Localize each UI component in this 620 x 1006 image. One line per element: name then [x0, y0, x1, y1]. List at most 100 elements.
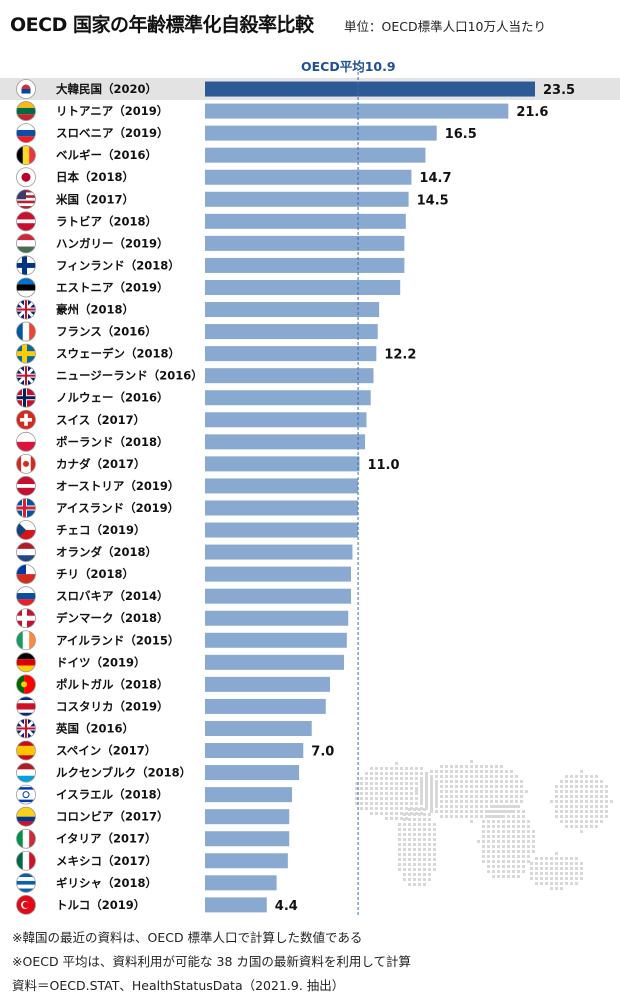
bar: [205, 456, 360, 472]
footnote-korea: ※韓国の最近の資料は、OECD 標準人口で計算した数値である: [12, 930, 363, 945]
flag-outline: [16, 784, 36, 805]
flag-sweden-icon: [16, 344, 36, 364]
flag-outline: [16, 564, 36, 585]
footnote-average: ※OECD 平均は、資料利用が可能な 38 カ国の最新資料を利用して計算: [12, 954, 412, 969]
bar: [205, 235, 405, 251]
category-label: チェコ（2019）: [56, 523, 146, 537]
category-label: 日本（2018）: [56, 170, 134, 184]
footnotes: ※韓国の最近の資料は、OECD 標準人口で計算した数値である ※OECD 平均は…: [12, 926, 612, 998]
flag-australia-icon: [16, 300, 36, 320]
category-label: メキシコ（2017）: [56, 854, 157, 868]
flag-outline: [16, 498, 36, 518]
bar: [205, 566, 352, 582]
flag-south-korea-icon: [16, 79, 36, 99]
category-label: 英国（2016）: [55, 721, 134, 735]
flag-outline: [16, 277, 36, 298]
flag-usa-icon: [16, 189, 36, 209]
flag-outline: [16, 828, 36, 849]
flag-latvia-icon: [16, 211, 36, 231]
category-label: デンマーク（2018）: [56, 611, 169, 625]
flag-turkey-icon: [16, 895, 36, 915]
data-label: 14.7: [419, 171, 451, 186]
flag-outline: [16, 520, 36, 540]
flag-ireland-icon: [16, 630, 36, 650]
flag-outline: [16, 542, 36, 562]
flag-norway-icon: [16, 388, 36, 408]
flag-outline: [16, 321, 36, 342]
bar: [205, 103, 509, 119]
flag-colombia-icon: [16, 807, 36, 827]
category-label: 大韓民国（2020）: [56, 82, 157, 96]
flag-outline: [16, 409, 36, 430]
bar: [205, 125, 437, 141]
flag-uk-icon: [16, 718, 36, 738]
bar: [205, 853, 288, 869]
flag-outline: [16, 850, 36, 871]
data-label: 7.0: [311, 745, 334, 760]
bar: [205, 500, 359, 516]
bar: [205, 390, 371, 406]
flag-outline: [16, 343, 36, 364]
category-label: カナダ（2017）: [56, 457, 146, 471]
flag-hungary-icon: [16, 233, 36, 253]
flag-portugal-icon: [16, 674, 36, 694]
flag-outline: [16, 608, 36, 629]
flag-outline: [16, 718, 36, 739]
flag-outline: [16, 387, 36, 408]
category-label: 米国（2017）: [55, 192, 134, 206]
flag-outline: [16, 101, 36, 121]
flag-germany-icon: [16, 652, 36, 672]
bar: [205, 522, 359, 538]
flag-austria-icon: [16, 476, 36, 496]
flag-outline: [16, 189, 36, 210]
flag-chile-icon: [16, 564, 36, 584]
flag-outline: [16, 233, 36, 254]
category-label: エストニア（2019）: [56, 280, 169, 294]
category-label: トルコ（2019）: [56, 898, 145, 912]
flag-new-zealand-icon: [16, 366, 36, 386]
bar: [205, 743, 304, 759]
bar: [205, 147, 426, 163]
flag-outline: [16, 167, 36, 188]
source-note: 資料＝OECD.STAT、HealthStatusData（2021.9. 抽出…: [12, 978, 345, 993]
category-label: フィンランド（2018）: [56, 258, 180, 272]
bar: [205, 81, 535, 97]
category-label: ベルギー（2016）: [56, 148, 157, 162]
category-label: オランダ（2018）: [56, 545, 157, 559]
bar: [205, 588, 352, 604]
category-label: ニュージーランド（2016）: [56, 369, 203, 383]
bar: [205, 698, 326, 714]
flag-japan-icon: [16, 167, 36, 187]
flag-outline: [16, 145, 36, 166]
bar: [205, 478, 359, 494]
category-label: ドイツ（2019）: [56, 655, 146, 669]
category-label: スペイン（2017）: [56, 744, 156, 758]
flag-italy-icon: [16, 829, 36, 849]
bar: [205, 368, 374, 384]
bar: [205, 809, 290, 825]
bar: [205, 610, 349, 626]
data-label: 16.5: [445, 127, 477, 142]
bar: [205, 346, 377, 362]
bar: [205, 787, 293, 803]
category-label: スウェーデン（2018）: [56, 347, 180, 361]
flag-iceland-icon: [16, 498, 36, 518]
unit-label: 単位：OECD標準人口10万人当たり: [344, 19, 546, 34]
flag-outline: [16, 762, 36, 783]
bar: [205, 213, 406, 229]
bar-chart: 23.5 大韓民国（2020） 21.6 リトアニア（2019） 16.5 スロベニア（2…: [0, 72, 620, 916]
category-label: コスタリカ（2019）: [56, 699, 169, 713]
chart-title: OECD 国家の年齢標準化自殺率比較: [10, 14, 314, 36]
flag-estonia-icon: [16, 277, 36, 297]
flag-costa-rica-icon: [16, 696, 36, 716]
data-label: 23.5: [543, 83, 575, 98]
data-label: 21.6: [516, 105, 548, 120]
bar: [205, 324, 378, 340]
category-label: フランス（2016）: [56, 325, 157, 339]
flag-outline: [16, 431, 36, 452]
category-label: スロベニア（2019）: [56, 126, 169, 140]
flag-outline: [16, 806, 36, 827]
flag-france-icon: [16, 322, 36, 342]
bar: [205, 676, 330, 692]
category-label: ギリシャ（2018）: [56, 876, 157, 890]
